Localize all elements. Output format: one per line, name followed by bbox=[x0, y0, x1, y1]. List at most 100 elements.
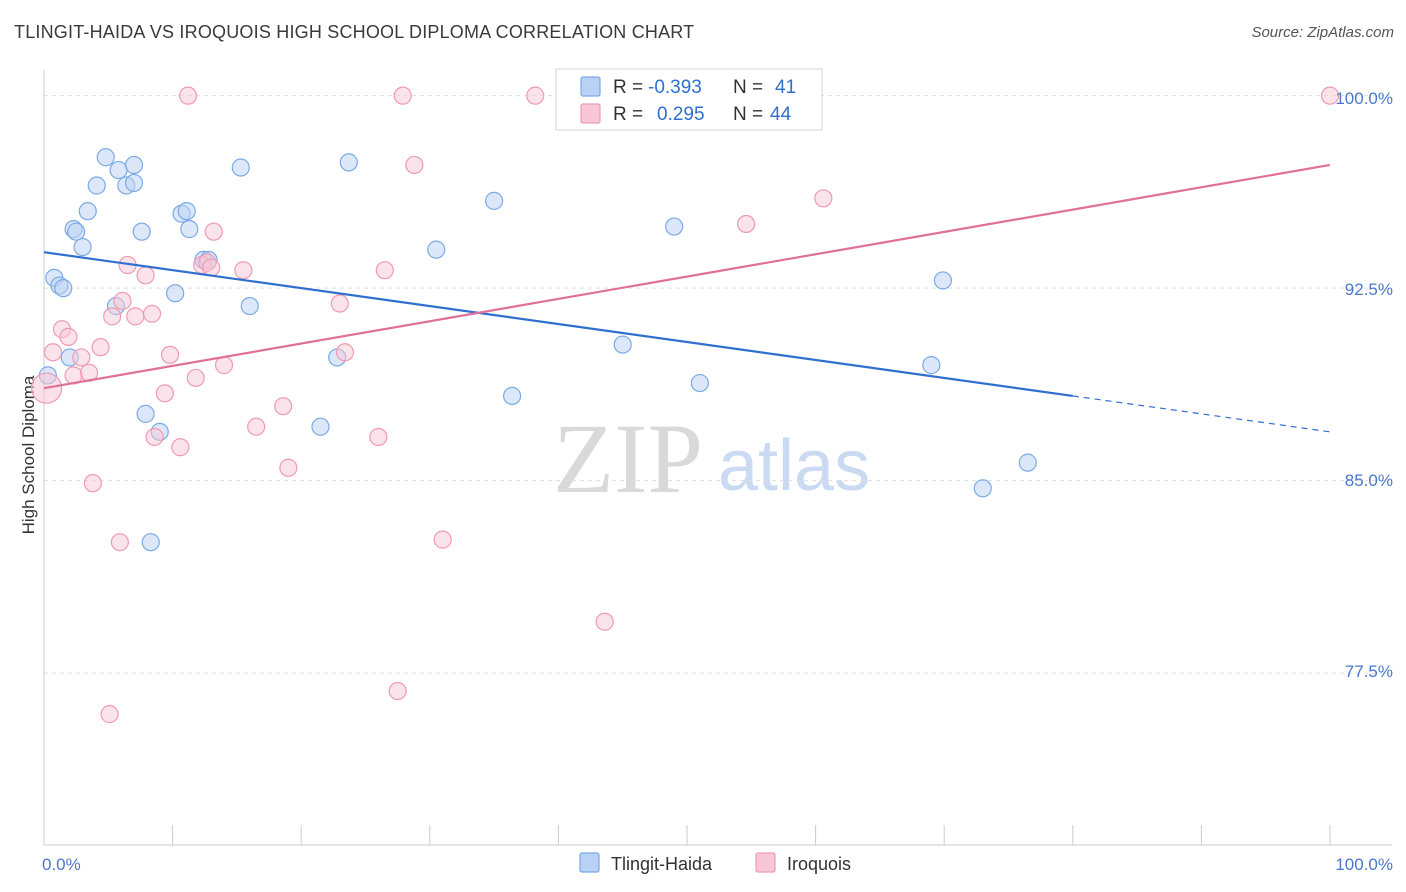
point-tlingit-haida-13 bbox=[124, 173, 144, 193]
grid-lines bbox=[44, 95, 1390, 674]
point-iroquois-33 bbox=[335, 343, 355, 362]
point-iroquois-41 bbox=[595, 612, 614, 631]
point-tlingit-haida-33 bbox=[503, 386, 522, 406]
legend-r-value-1: -0.393 bbox=[648, 77, 702, 98]
x-tick-label-right: 100.0% bbox=[1335, 855, 1393, 874]
point-tlingit-haida-6 bbox=[67, 222, 86, 241]
point-iroquois-31 bbox=[279, 458, 298, 477]
point-tlingit-haida-31 bbox=[427, 240, 446, 259]
point-iroquois-42 bbox=[737, 214, 756, 234]
point-tlingit-haida-18 bbox=[141, 533, 160, 552]
point-iroquois-40 bbox=[526, 86, 545, 105]
point-iroquois-3 bbox=[59, 327, 78, 346]
point-tlingit-haida-39 bbox=[973, 479, 992, 498]
point-tlingit-haida-32 bbox=[485, 191, 504, 210]
trend-line-iroquois bbox=[43, 163, 1331, 390]
point-iroquois-26 bbox=[204, 222, 223, 241]
y-tick-label-92-5: 92.5% bbox=[1345, 280, 1393, 299]
point-iroquois-8 bbox=[91, 338, 110, 357]
series-legend-swatch-iroquois bbox=[755, 852, 776, 873]
point-iroquois-17 bbox=[145, 427, 164, 447]
point-iroquois-1 bbox=[43, 343, 63, 362]
point-tlingit-haida-20 bbox=[166, 284, 185, 303]
stats-legend-swatch-tlingit-haida bbox=[580, 76, 601, 97]
legend-r-value-2: 0.295 bbox=[657, 104, 705, 125]
chart-title: TLINGIT-HAIDA VS IROQUOIS HIGH SCHOOL DI… bbox=[14, 22, 695, 42]
point-tlingit-haida-37 bbox=[922, 356, 941, 375]
point-iroquois-30 bbox=[274, 397, 293, 416]
point-tlingit-haida-9 bbox=[87, 176, 106, 195]
point-iroquois-19 bbox=[160, 345, 180, 364]
point-tlingit-haida-22 bbox=[177, 202, 196, 221]
point-tlingit-haida-7 bbox=[73, 237, 92, 257]
point-tlingit-haida-11 bbox=[109, 160, 128, 180]
axes bbox=[43, 70, 1392, 846]
legend-r-label-2: R = bbox=[613, 104, 643, 125]
point-iroquois-28 bbox=[234, 261, 253, 280]
point-iroquois-11 bbox=[110, 533, 129, 552]
point-iroquois-14 bbox=[126, 307, 145, 326]
point-tlingit-haida-8 bbox=[78, 202, 97, 221]
point-tlingit-haida-26 bbox=[231, 158, 250, 177]
point-iroquois-5 bbox=[72, 348, 91, 367]
watermark-atlas: atlas bbox=[718, 426, 870, 506]
point-iroquois-29 bbox=[247, 417, 266, 436]
point-iroquois-37 bbox=[393, 86, 412, 105]
y-axis-label: High School Diploma bbox=[19, 375, 38, 534]
point-tlingit-haida-36 bbox=[690, 373, 709, 393]
series-legend-label-tlingit-haida: Tlingit-Haida bbox=[611, 854, 713, 874]
point-iroquois-18 bbox=[155, 384, 174, 403]
point-tlingit-haida-17 bbox=[136, 404, 155, 423]
trend-line-tlingit-haida-extension bbox=[1072, 395, 1331, 433]
point-tlingit-haida-34 bbox=[613, 335, 632, 354]
point-tlingit-haida-10 bbox=[96, 148, 115, 167]
watermark-zip: ZIP bbox=[553, 403, 703, 514]
point-iroquois-22 bbox=[186, 368, 205, 388]
point-iroquois-35 bbox=[375, 261, 394, 280]
trend-lines bbox=[43, 163, 1331, 433]
point-iroquois-44 bbox=[1320, 86, 1340, 105]
point-iroquois-16 bbox=[142, 304, 162, 323]
point-tlingit-haida-40 bbox=[1018, 453, 1037, 472]
point-iroquois-39 bbox=[433, 530, 452, 549]
point-iroquois-43 bbox=[814, 189, 833, 208]
point-tlingit-haida-35 bbox=[665, 217, 684, 236]
point-tlingit-haida-23 bbox=[180, 220, 199, 239]
point-tlingit-haida-3 bbox=[54, 279, 73, 298]
point-tlingit-haida-28 bbox=[311, 417, 330, 436]
series-legend: Tlingit-Haida Iroquois bbox=[579, 852, 851, 874]
point-iroquois-21 bbox=[178, 86, 198, 105]
point-iroquois-7 bbox=[83, 474, 102, 493]
y-tick-label-77-5: 77.5% bbox=[1345, 662, 1393, 681]
point-iroquois-15 bbox=[136, 266, 155, 285]
point-iroquois-36 bbox=[388, 681, 407, 701]
point-iroquois-32 bbox=[330, 294, 349, 313]
stats-legend-swatch-iroquois bbox=[580, 103, 601, 124]
point-iroquois-27 bbox=[214, 356, 234, 375]
point-iroquois-12 bbox=[113, 291, 132, 311]
point-iroquois-10 bbox=[103, 307, 122, 326]
legend-n-label-1: N = bbox=[733, 77, 763, 98]
legend-r-label-1: R = bbox=[613, 77, 643, 98]
point-tlingit-haida-30 bbox=[339, 153, 358, 172]
series-legend-label-iroquois: Iroquois bbox=[787, 854, 851, 874]
point-tlingit-haida-38 bbox=[933, 271, 953, 290]
point-tlingit-haida-27 bbox=[240, 296, 259, 316]
point-tlingit-haida-14 bbox=[124, 155, 144, 175]
x-tick-label-left: 0.0% bbox=[42, 855, 81, 874]
legend-n-value-2: 44 bbox=[770, 104, 792, 125]
stats-legend: R = -0.393 N = 41 R = 0.295 N = 44 bbox=[555, 68, 823, 131]
chart-source: Source: ZipAtlas.com bbox=[1251, 24, 1394, 41]
point-iroquois-38 bbox=[405, 155, 424, 175]
point-tlingit-haida-16 bbox=[132, 222, 151, 241]
legend-n-value-1: 41 bbox=[775, 77, 796, 98]
point-iroquois-34 bbox=[369, 427, 388, 447]
point-iroquois-9 bbox=[100, 705, 119, 724]
y-tick-label-100: 100.0% bbox=[1335, 89, 1393, 108]
trend-line-tlingit-haida bbox=[43, 251, 1073, 398]
series-legend-swatch-tlingit-haida bbox=[579, 852, 600, 873]
y-tick-label-85: 85.0% bbox=[1345, 471, 1393, 490]
legend-n-label-2: N = bbox=[733, 104, 763, 125]
point-iroquois-25 bbox=[202, 258, 221, 277]
